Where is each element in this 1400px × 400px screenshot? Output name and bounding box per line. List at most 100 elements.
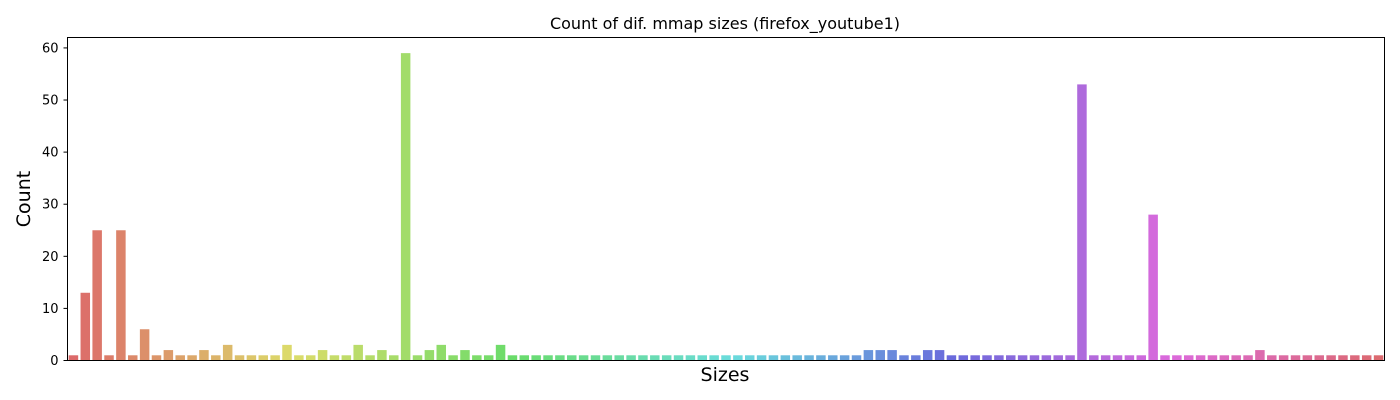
- y-axis-label: Count: [13, 171, 35, 227]
- bar: [650, 355, 660, 361]
- bar: [709, 355, 719, 361]
- bar: [1314, 355, 1324, 361]
- bar: [733, 355, 743, 361]
- bar: [519, 355, 530, 361]
- bar: [282, 344, 292, 361]
- bar: [638, 355, 648, 361]
- bar: [234, 355, 245, 361]
- bar: [1338, 355, 1348, 361]
- bar: [590, 355, 601, 361]
- chart-title: Count of dif. mmap sizes (firefox_youtub…: [550, 14, 900, 34]
- bar: [222, 344, 233, 361]
- bar: [187, 355, 197, 361]
- bar: [472, 355, 482, 361]
- bar: [1207, 355, 1218, 361]
- bar: [1326, 355, 1336, 361]
- bar: [1255, 350, 1265, 361]
- bar: [151, 355, 162, 361]
- bar: [685, 355, 696, 361]
- bar: [531, 355, 541, 361]
- bar: [1089, 355, 1099, 361]
- bar: [507, 355, 518, 361]
- bar: [139, 329, 150, 361]
- y-tick-label: 30: [42, 198, 59, 213]
- bar: [744, 355, 755, 361]
- bar: [424, 350, 435, 361]
- bar: [922, 350, 933, 361]
- bar: [1148, 214, 1158, 361]
- bar: [661, 355, 672, 361]
- bar: [1029, 355, 1040, 361]
- bar: [887, 350, 897, 361]
- bar: [495, 344, 506, 361]
- y-tick-label: 60: [42, 41, 59, 56]
- bar: [1006, 355, 1016, 361]
- bar: [1100, 355, 1111, 361]
- y-tick-label: 40: [42, 146, 59, 161]
- y-tick-label: 10: [42, 302, 59, 317]
- bar: [246, 355, 257, 361]
- bar: [673, 355, 684, 361]
- bar: [1361, 355, 1372, 361]
- bar: [365, 355, 375, 361]
- bars: [68, 53, 1384, 361]
- bar: [104, 355, 114, 361]
- bar: [400, 53, 411, 361]
- bar: [839, 355, 850, 361]
- bar: [483, 355, 494, 361]
- bar: [1195, 355, 1206, 361]
- bar: [270, 355, 280, 361]
- bar: [92, 230, 102, 361]
- bar: [982, 355, 992, 361]
- bar: [448, 355, 458, 361]
- bar: [258, 355, 269, 361]
- bar: [1373, 355, 1384, 361]
- bar: [1172, 355, 1182, 361]
- bar: [875, 350, 885, 361]
- bar: [1278, 355, 1289, 361]
- bar: [578, 355, 589, 361]
- y-tick-label: 0: [50, 354, 58, 369]
- bar: [1077, 84, 1087, 361]
- y-tick-label: 20: [42, 250, 59, 265]
- bar: [899, 355, 909, 361]
- bar: [567, 355, 577, 361]
- bar: [970, 355, 980, 361]
- bar: [1290, 355, 1301, 361]
- bar: [1112, 355, 1123, 361]
- bar: [614, 355, 624, 361]
- bar: [1017, 355, 1028, 361]
- bar: [804, 355, 814, 361]
- bar: [602, 355, 613, 361]
- bar: [163, 350, 174, 361]
- bar: [68, 355, 79, 361]
- bar: [934, 350, 945, 361]
- bar: [1302, 355, 1313, 361]
- plot-frame: [67, 37, 1385, 361]
- bar: [389, 355, 399, 361]
- bar: [1160, 355, 1170, 361]
- bar: [1053, 355, 1063, 361]
- bar: [792, 355, 802, 361]
- bar: [329, 355, 340, 361]
- bar: [128, 355, 138, 361]
- bar: [756, 355, 767, 361]
- bar: [721, 355, 731, 361]
- bar: [958, 355, 969, 361]
- bar: [1231, 355, 1241, 361]
- bar: [412, 355, 423, 361]
- bar: [828, 355, 838, 361]
- bar: [116, 230, 126, 361]
- bar: [1267, 355, 1277, 361]
- bar: [175, 355, 185, 361]
- bar: [80, 292, 91, 361]
- bar: [1136, 355, 1147, 361]
- bar: [436, 344, 446, 361]
- bar: [1065, 355, 1075, 361]
- bar: [211, 355, 221, 361]
- bar: [555, 355, 565, 361]
- bar: [199, 350, 209, 361]
- bar: [780, 355, 791, 361]
- bar: [1041, 355, 1052, 361]
- bar: [816, 355, 826, 361]
